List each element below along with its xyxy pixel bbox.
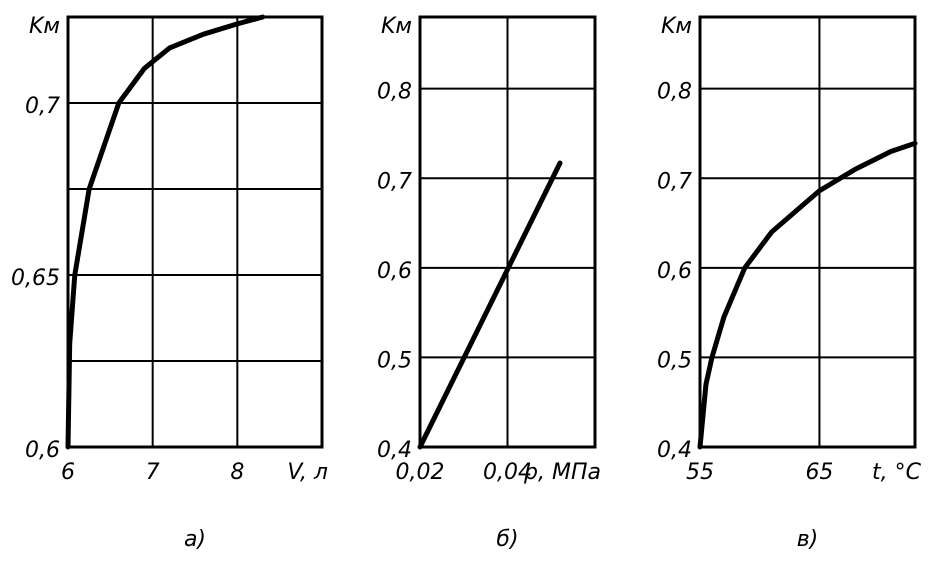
y-tick-label: 0,8 xyxy=(657,80,692,105)
y-axis-label: Kм xyxy=(29,14,60,39)
curve xyxy=(417,160,563,450)
y-tick-label: 0,7 xyxy=(657,169,692,194)
curve xyxy=(65,14,266,450)
y-tick-label: 0,5 xyxy=(377,348,412,373)
y-tick-label: 0,7 xyxy=(377,169,412,194)
x-axis-label: t, °C xyxy=(872,460,922,485)
y-tick-label: 0,4 xyxy=(657,438,692,463)
x-tick-label: 65 xyxy=(805,460,833,485)
y-tick-label: 0,8 xyxy=(377,80,412,105)
plot-frame xyxy=(66,15,324,449)
panel-caption: б) xyxy=(496,527,518,552)
x-tick-label: 55 xyxy=(686,460,714,485)
plot-frame xyxy=(698,15,917,449)
x-tick-label: 7 xyxy=(146,460,160,485)
x-axis-label: V, л xyxy=(287,460,328,485)
x-tick-label: 0,02 xyxy=(396,460,445,485)
x-tick-label: 6 xyxy=(61,460,75,485)
y-tick-label: 0,6 xyxy=(377,259,412,284)
x-axis-label: p, МПа xyxy=(523,460,601,485)
panel-caption: а) xyxy=(184,527,206,552)
x-tick-label: 0,04 xyxy=(483,460,532,485)
y-tick-label: 0,4 xyxy=(377,438,412,463)
y-tick-label: 0,5 xyxy=(657,348,692,373)
y-tick-label: 0,65 xyxy=(11,266,60,291)
y-tick-label: 0,7 xyxy=(25,94,60,119)
y-axis-label: Kм xyxy=(661,14,692,39)
curve xyxy=(697,140,918,450)
plot-frame xyxy=(418,15,597,449)
panel-caption: в) xyxy=(797,527,819,552)
y-tick-label: 0,6 xyxy=(657,259,692,284)
y-tick-label: 0,6 xyxy=(25,438,60,463)
y-axis-label: Kм xyxy=(381,14,412,39)
x-tick-label: 8 xyxy=(230,460,244,485)
